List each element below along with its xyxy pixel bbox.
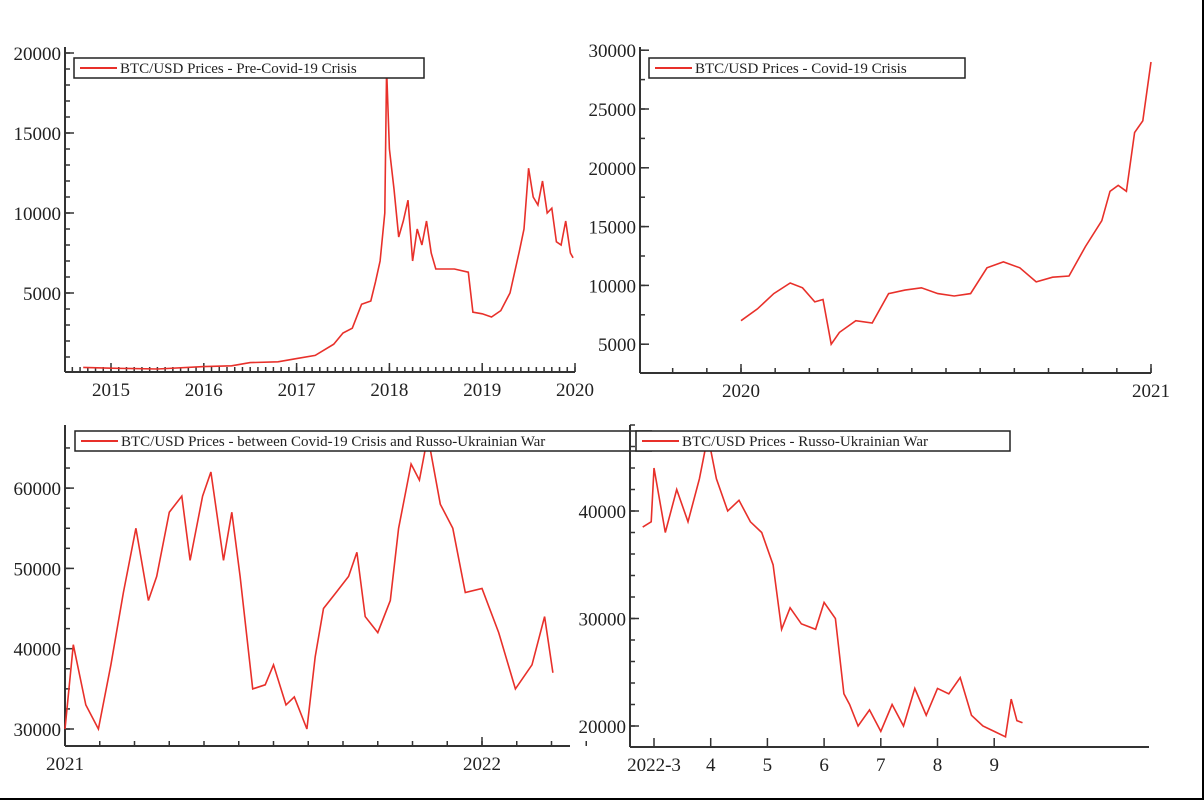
price-line: [740, 61, 1152, 347]
x-tick-label: 2021: [1132, 381, 1170, 402]
y-tick-label: 10000: [14, 204, 62, 225]
x-tick-label: 2018: [370, 380, 408, 401]
y-tick-label: 40000: [14, 640, 62, 661]
y-tick-label: 25000: [589, 100, 637, 121]
legend: BTC/USD Prices - between Covid-19 Crisis…: [74, 430, 652, 452]
x-tick-label: 5: [763, 755, 773, 776]
x-tick-label: 2020: [556, 380, 594, 401]
legend: BTC/USD Prices - Russo-Ukrainian War: [635, 430, 1011, 452]
y-tick-label: 60000: [14, 479, 62, 500]
y-tick-label: 20000: [14, 44, 62, 65]
y-tick-label: 40000: [579, 502, 627, 523]
chart-pre-covid: 5000 10000 15000 20000 2015 2016 2017 2018 2019 2…: [14, 44, 595, 401]
y-tick-label: 20000: [579, 717, 627, 738]
x-tick-label: 2019: [463, 380, 501, 401]
x-tick-label: 2016: [185, 380, 223, 401]
chart-covid: 5000 10000 15000 20000 25000 30000 2020 2021 BT…: [589, 41, 1171, 402]
chart-russo-ukrainian: 20000 30000 40000 2022-3 4 5 6 7 8 9 BTC/USD Pric…: [579, 424, 1149, 776]
x-tick-label: 7: [876, 755, 886, 776]
x-tick-label: 2015: [92, 380, 130, 401]
x-tick-label: 4: [706, 755, 716, 776]
y-tick-label: 5000: [23, 284, 61, 305]
y-tick-label: 30000: [14, 720, 62, 741]
x-tick-label: 2022-3: [627, 755, 681, 776]
legend: BTC/USD Prices - Covid-19 Crisis: [648, 57, 966, 79]
price-line: [642, 435, 1023, 738]
y-tick-label: 10000: [589, 276, 637, 297]
x-tick-label: 6: [819, 755, 829, 776]
y-tick-label: 15000: [589, 218, 637, 239]
y-tick-label: 50000: [14, 559, 62, 580]
x-tick-label: 8: [933, 755, 943, 776]
legend: BTC/USD Prices - Pre-Covid-19 Crisis: [73, 57, 425, 79]
y-tick-label: 30000: [589, 41, 637, 62]
x-tick-label: 2022: [463, 754, 501, 775]
legend-label: BTC/USD Prices - between Covid-19 Crisis…: [121, 434, 545, 450]
x-tick-label: 2017: [278, 380, 316, 401]
y-tick-label: 15000: [14, 124, 62, 145]
x-tick-label: 2020: [722, 381, 760, 402]
legend-label: BTC/USD Prices - Russo-Ukrainian War: [682, 434, 928, 450]
chart-between: 30000 40000 50000 60000 2021 2022 BTC/USD Pri…: [14, 425, 652, 775]
x-tick-label: 2021: [46, 754, 84, 775]
price-line: [64, 435, 554, 732]
y-tick-label: 30000: [579, 610, 627, 631]
y-tick-label: 5000: [598, 335, 636, 356]
price-line: [83, 68, 574, 370]
x-tick-label: 9: [989, 755, 999, 776]
legend-label: BTC/USD Prices - Pre-Covid-19 Crisis: [120, 61, 357, 77]
y-tick-label: 20000: [589, 159, 637, 180]
legend-label: BTC/USD Prices - Covid-19 Crisis: [695, 61, 907, 77]
